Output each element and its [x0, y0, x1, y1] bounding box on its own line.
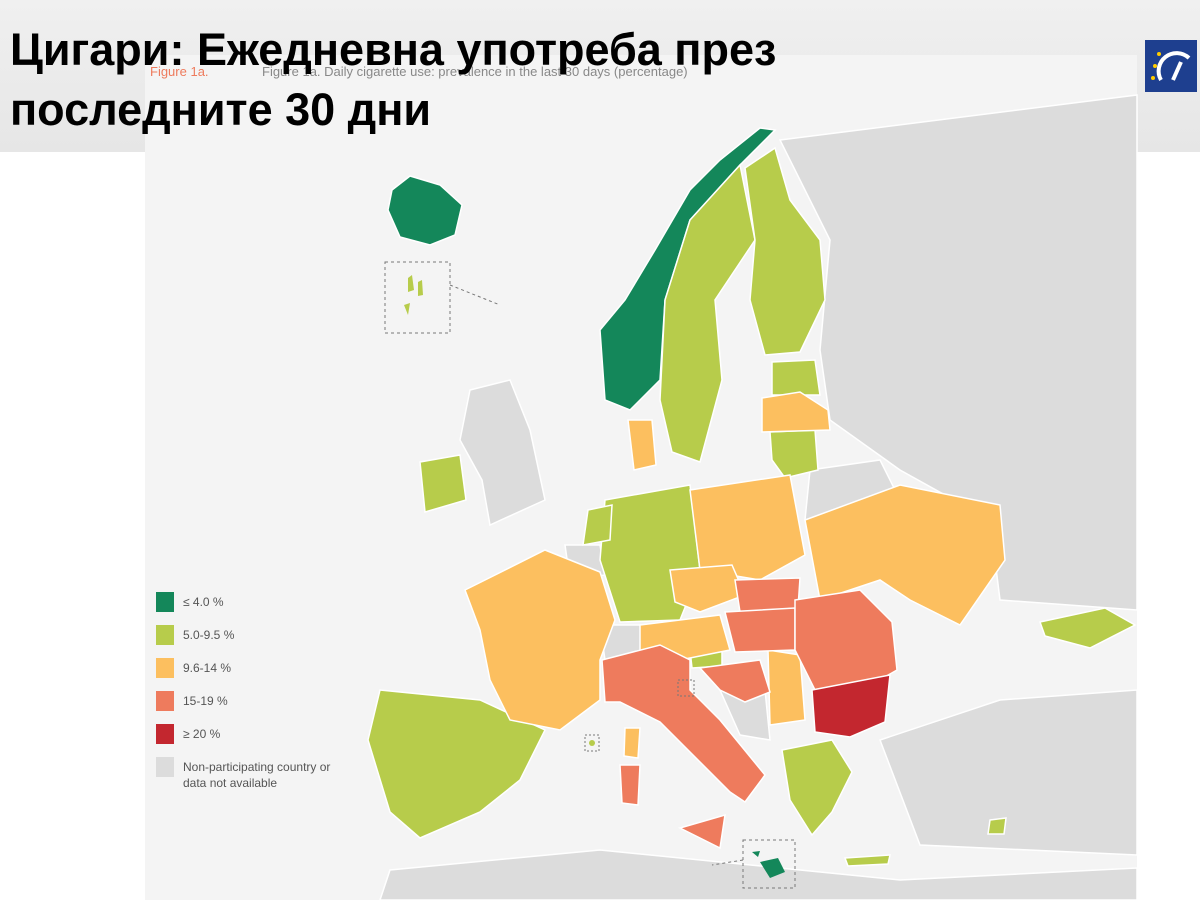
legend-label: 15-19 % — [183, 694, 228, 708]
country-cyprus — [987, 817, 1007, 835]
slide-title: Цигари: Ежедневна употреба през последни… — [10, 20, 776, 140]
country-poland — [689, 474, 806, 581]
legend-label: ≤ 4.0 % — [183, 595, 224, 609]
country-hungary — [724, 607, 796, 653]
country-georgia — [1039, 607, 1137, 649]
inset-line — [449, 284, 501, 306]
legend: ≤ 4.0 % 5.0-9.5 % 9.6-14 % 15-19 % ≥ 20 % Non… — [156, 592, 330, 790]
country-corsica — [623, 727, 641, 759]
figure-caption: Figure 1a. Daily cigarette use: prevalen… — [262, 64, 688, 79]
legend-swatch — [156, 625, 174, 645]
legend-swatch — [156, 592, 174, 612]
legend-swatch — [156, 757, 174, 777]
title-line: Цигари: Ежедневна употреба през — [10, 24, 777, 75]
inset-line — [711, 859, 744, 866]
country-france — [464, 549, 616, 731]
country-spain-portugal — [367, 689, 547, 839]
inset-monaco — [584, 734, 600, 752]
country-grey — [879, 689, 1138, 856]
country-latvia — [761, 391, 831, 433]
country-denmark — [627, 419, 657, 471]
inset-liechtenstein — [677, 679, 695, 697]
country-crete — [843, 854, 891, 867]
country-serbia — [767, 649, 806, 726]
country-italy — [601, 644, 766, 804]
country-bulgaria — [811, 674, 891, 738]
inset-malta-land — [752, 851, 785, 878]
legend-label: 5.0-9.5 % — [183, 628, 235, 642]
country-iceland — [387, 175, 463, 246]
inset-malta — [742, 839, 796, 889]
legend-swatch — [156, 658, 174, 678]
country-slovakia — [734, 577, 801, 613]
legend-swatch — [156, 691, 174, 711]
country-finland — [744, 146, 826, 356]
inset-monaco-land — [589, 740, 595, 746]
country-netherlands — [582, 504, 613, 546]
legend-swatch — [156, 724, 174, 744]
country-sweden — [659, 163, 756, 463]
country-ireland — [419, 454, 467, 513]
country-norway — [599, 127, 777, 411]
country-estonia — [771, 359, 821, 396]
legend-label: 9.6-14 % — [183, 661, 231, 675]
inset-faroe-land — [404, 275, 423, 315]
country-grey — [459, 379, 546, 527]
logo — [1145, 40, 1197, 92]
legend-label: data not available — [183, 776, 277, 790]
figure-label: Figure 1a. — [150, 64, 209, 79]
country-czechia — [669, 564, 747, 613]
country-sicily — [677, 813, 726, 850]
country-greece — [781, 739, 853, 837]
title-line: последните 30 дни — [10, 84, 432, 135]
country-croatia — [698, 659, 771, 703]
inset-faroe — [384, 261, 451, 334]
legend-label: Non-participating country or — [183, 760, 330, 774]
legend-label: ≥ 20 % — [183, 727, 221, 741]
country-sardinia — [619, 764, 641, 806]
country-grey — [379, 849, 1138, 900]
